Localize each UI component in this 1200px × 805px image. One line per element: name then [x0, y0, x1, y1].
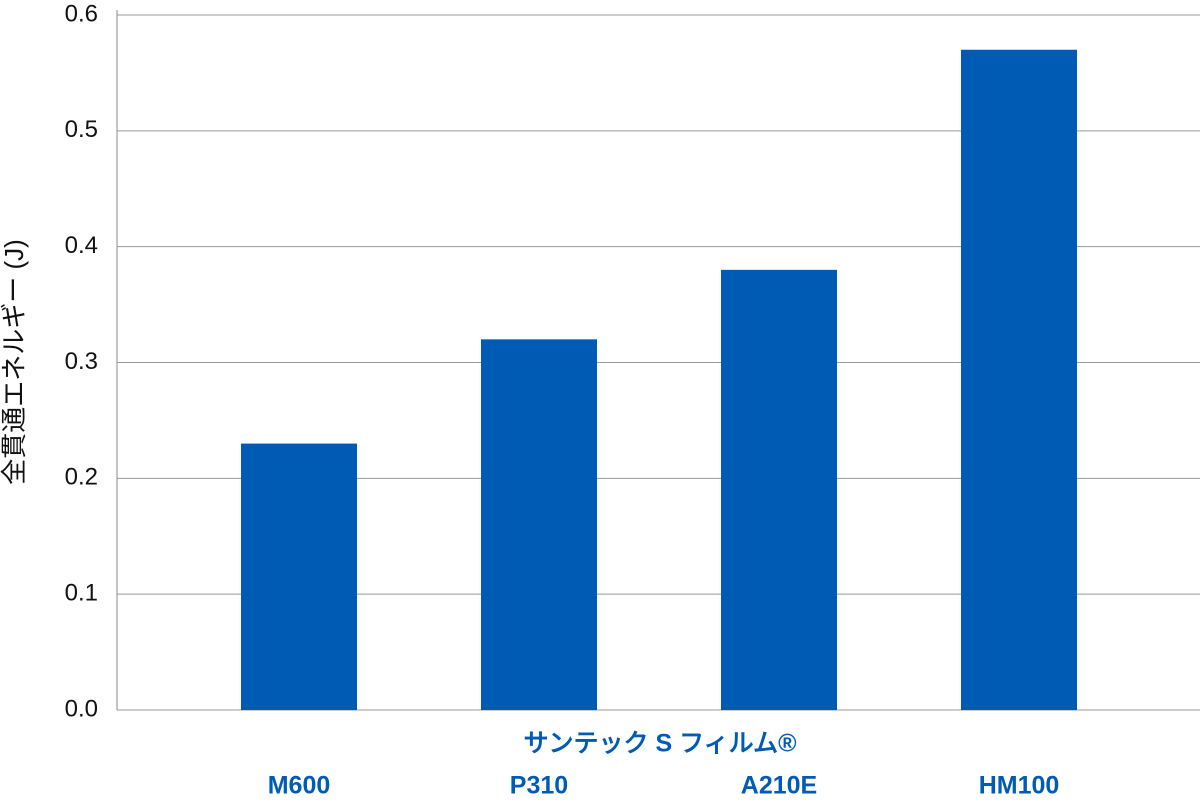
y-tick-label: 0.1	[65, 580, 98, 607]
bar	[721, 269, 837, 710]
y-tick-label: 0.0	[65, 695, 98, 722]
bar	[241, 443, 357, 710]
x-tick-label: HM100	[979, 772, 1060, 800]
x-tick-label: A210E	[741, 772, 817, 800]
y-axis-label: 全貫通エネルギー (J)	[0, 239, 29, 485]
bar	[481, 339, 597, 710]
y-tick-label: 0.6	[65, 0, 98, 27]
x-axis-label: サンテック S フィルム®	[524, 730, 798, 758]
x-tick-label: P310	[510, 772, 568, 800]
bar	[961, 49, 1077, 710]
x-tick-label: M600	[268, 772, 331, 800]
y-tick-label: 0.3	[65, 348, 98, 375]
y-tick-label: 0.5	[65, 116, 98, 143]
y-tick-label: 0.4	[65, 232, 98, 259]
y-tick-label: 0.2	[65, 464, 98, 491]
